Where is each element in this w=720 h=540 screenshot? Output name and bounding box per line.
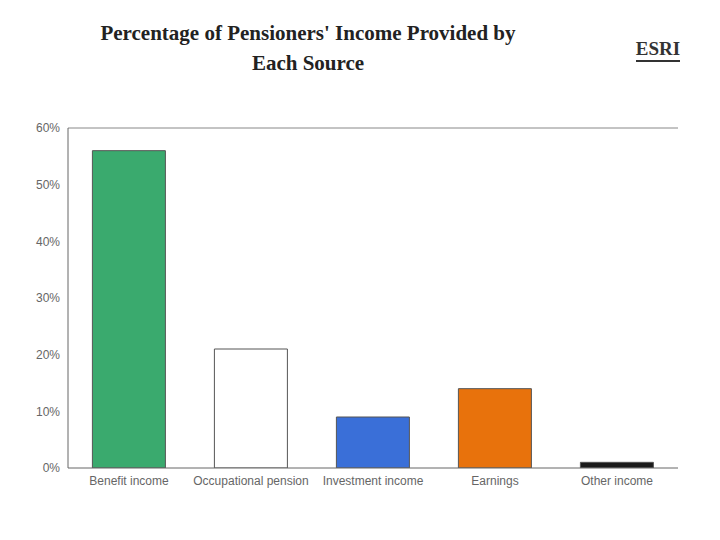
svg-text:10%: 10% [36, 405, 60, 419]
svg-text:Other income: Other income [581, 474, 653, 488]
html-text:ESRI: ESRI [635, 38, 681, 59]
svg-text:40%: 40% [36, 235, 60, 249]
svg-text:Benefit income: Benefit income [89, 474, 169, 488]
svg-text:Earnings: Earnings [471, 474, 518, 488]
svg-text:60%: 60% [36, 121, 60, 135]
svg-text:30%: 30% [36, 291, 60, 305]
svg-text:20%: 20% [36, 348, 60, 362]
svg-text:Occupational pension: Occupational pension [193, 474, 308, 488]
svg-text:0%: 0% [43, 461, 61, 475]
html-text:Percentage of Pensioners' Inco: Percentage of Pensioners' Income Provide… [100, 21, 516, 75]
svg-text:Investment income: Investment income [323, 474, 424, 488]
svg-text:50%: 50% [36, 178, 60, 192]
